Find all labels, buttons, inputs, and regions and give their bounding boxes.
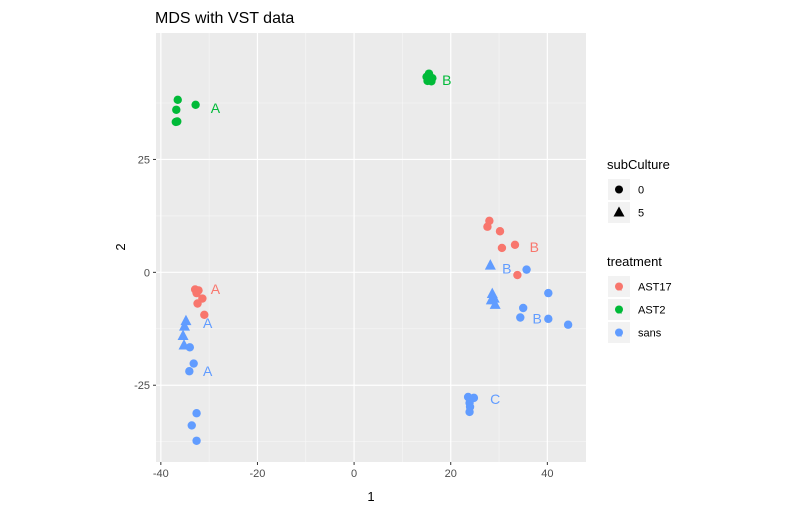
data-point-circle [185, 367, 194, 376]
legend-label-ast17: AST17 [638, 282, 672, 294]
x-axis: -40 -20 0 20 40 [153, 462, 553, 480]
legend-ast17-key [615, 282, 623, 291]
data-point-circle [173, 117, 182, 126]
data-point-circle [192, 436, 201, 445]
data-point-triangle [489, 298, 501, 309]
legend-subculture: subCulture 0 5 [607, 157, 670, 223]
legend-treatment-title: treatment [607, 254, 662, 269]
legend-sans-key-letter: a [616, 329, 622, 340]
legend-ast2-key-letter: a [616, 306, 622, 317]
x-axis-title: 1 [367, 489, 374, 504]
legend-label-sans: sans [638, 328, 662, 340]
y-tick-label: 0 [144, 267, 150, 279]
data-point-circle [192, 409, 201, 418]
group-annotations: A B A B A A B B C [203, 72, 542, 407]
data-point-circle [427, 77, 436, 86]
group-label: A [211, 281, 221, 297]
group-label: B [442, 72, 451, 88]
plot-panel [156, 33, 586, 462]
minor-gridlines [156, 33, 586, 462]
data-point-circle [513, 270, 522, 280]
data-point-circle [172, 105, 181, 114]
data-points [171, 69, 573, 445]
group-label: A [203, 315, 213, 331]
legend-subculture-label-5: 5 [638, 208, 644, 220]
data-point-circle [544, 314, 553, 324]
major-gridlines [156, 33, 586, 462]
group-label: B [530, 239, 539, 255]
x-tick-label: 40 [541, 468, 553, 480]
chart-title: MDS with VST data [155, 10, 294, 27]
data-point-circle [200, 310, 209, 319]
group-label: B [502, 260, 511, 276]
data-point-circle [495, 227, 505, 236]
data-point-circle [516, 313, 525, 322]
legend-subculture-label-0: 0 [638, 185, 644, 197]
data-point-triangle [177, 329, 189, 341]
group-label: A [203, 363, 213, 379]
data-point-triangle [484, 259, 496, 270]
y-tick-label: -25 [134, 380, 150, 392]
data-point-circle [483, 222, 492, 231]
data-point-circle [193, 299, 202, 308]
data-point-triangle [179, 320, 191, 331]
data-point-circle [522, 265, 531, 274]
data-point-circle [465, 407, 474, 417]
legend-ast17-key-letter: a [616, 283, 622, 294]
data-point-circle [518, 303, 528, 313]
data-point-circle [187, 421, 196, 430]
data-point-circle [510, 240, 520, 249]
legend-label-ast2: AST2 [638, 305, 666, 317]
legend-sans-key [615, 328, 623, 337]
data-point-circle [189, 359, 198, 368]
legend-circle-key [615, 185, 623, 194]
data-point-circle [563, 320, 573, 329]
group-label: A [211, 100, 221, 116]
legend-treatment: treatment a AST17 a AST2 a sans [607, 254, 672, 343]
y-tick-label: 25 [138, 154, 150, 166]
data-point-circle [185, 343, 195, 352]
x-tick-label: 0 [351, 468, 357, 480]
data-point-circle [191, 100, 200, 110]
legend-ast2-key [615, 305, 623, 314]
y-axis-title: 2 [113, 243, 128, 250]
x-tick-label: -40 [153, 468, 169, 480]
group-label: B [533, 310, 542, 326]
data-point-circle [497, 243, 507, 253]
x-tick-label: 20 [445, 468, 457, 480]
group-label: C [490, 391, 500, 407]
legend-triangle-key [613, 206, 625, 217]
data-point-circle [173, 95, 182, 105]
data-point-triangle [180, 314, 192, 326]
y-axis: -25 0 25 [134, 154, 156, 392]
x-tick-label: -20 [250, 468, 266, 480]
data-point-circle [192, 288, 201, 298]
legend-subculture-title: subCulture [607, 157, 670, 172]
data-point-circle [544, 288, 553, 298]
